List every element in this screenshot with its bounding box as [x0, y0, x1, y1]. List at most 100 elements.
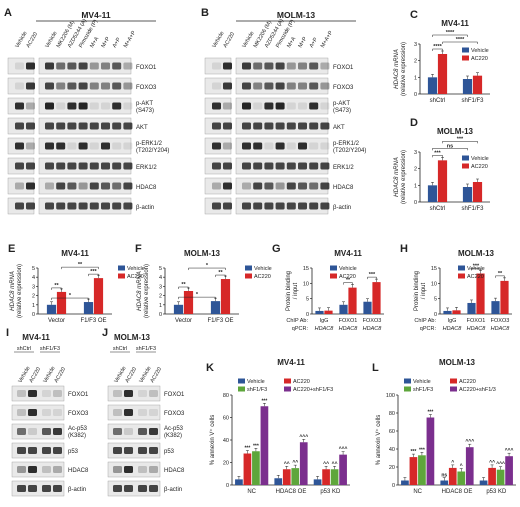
y-tick-label: 0	[226, 483, 229, 489]
panel-title: MV4-11	[61, 249, 89, 258]
y-axis-label: % annexin V⁺ cells	[375, 415, 382, 466]
blot-box	[11, 404, 65, 421]
bar	[173, 304, 184, 314]
bar	[401, 480, 409, 485]
band	[28, 428, 37, 435]
band	[101, 62, 110, 70]
legend-swatch	[404, 378, 411, 384]
band	[253, 102, 263, 110]
bar	[452, 310, 461, 314]
legend-swatch	[284, 378, 291, 384]
band	[67, 202, 77, 210]
band	[223, 62, 232, 70]
panel-letter: L	[372, 362, 379, 374]
panel-title: MV4-11	[81, 10, 111, 20]
legend-label: Vehicle	[247, 379, 265, 385]
band	[15, 142, 24, 150]
bar	[291, 468, 300, 485]
band	[56, 182, 66, 190]
band	[286, 202, 296, 210]
band	[112, 62, 122, 70]
band	[212, 102, 221, 110]
chart-axes: 0 20 40 60 80 100	[386, 393, 516, 489]
sig-label: **	[218, 270, 223, 276]
legend-swatch	[245, 273, 252, 279]
band	[42, 447, 51, 454]
group-label: shF1/F3	[40, 346, 60, 352]
band	[15, 162, 24, 170]
bar	[418, 455, 426, 485]
band	[113, 428, 122, 435]
band	[123, 62, 133, 70]
y-tick-label: 0	[159, 312, 162, 318]
sig-label: **	[498, 271, 503, 277]
legend-swatch	[462, 155, 469, 161]
y-tick-label: 3	[414, 150, 417, 156]
panel-title: MV4-11	[441, 19, 469, 28]
band	[298, 102, 307, 110]
band	[78, 102, 88, 110]
sig-label: ^^^	[505, 448, 514, 454]
row-label: p-ERK1/2	[136, 141, 163, 147]
x-tick-label: shCtrl	[430, 206, 446, 212]
band	[45, 142, 54, 150]
blot-box	[11, 461, 65, 478]
chip-label: ChIP Ab:	[286, 318, 308, 324]
group-label: shCtrl	[17, 346, 31, 352]
y-tick-label: 20	[389, 465, 395, 471]
band	[286, 82, 296, 90]
band	[78, 122, 88, 130]
y-tick-label: 3	[414, 42, 417, 48]
band	[286, 62, 296, 70]
y-tick-label: 3	[159, 284, 162, 290]
bar	[322, 469, 330, 485]
band	[320, 82, 330, 90]
sig-label: ^^^	[496, 462, 505, 468]
y-tick-label: 5	[32, 266, 35, 272]
sig-bracket	[178, 286, 189, 289]
band	[15, 62, 24, 70]
blot-box	[107, 385, 161, 402]
legend-label: Vehicle	[254, 266, 272, 272]
sig-label: ^^^	[465, 439, 474, 445]
y-tick-label: 40	[223, 438, 229, 444]
y-tick-label: 4	[32, 275, 35, 281]
row-label: p-ERK1/2	[333, 141, 360, 147]
sig-label: ***	[427, 410, 433, 416]
panel-letter: B	[201, 7, 209, 19]
legend-label: AC220+shF1/F3	[293, 387, 333, 393]
band	[309, 142, 319, 150]
band	[286, 102, 296, 110]
band	[320, 122, 330, 130]
row-label: (K382)	[164, 433, 182, 439]
sig-label: ^^^	[339, 447, 348, 453]
lane-label: A+P	[309, 37, 320, 49]
band	[42, 409, 51, 416]
band	[123, 142, 133, 150]
y-axis-label: (relative expression)	[401, 150, 407, 204]
row-label: (S473)	[136, 108, 154, 114]
band	[275, 82, 285, 90]
y-tick-label: 2	[159, 294, 162, 300]
row-label: AKT	[136, 125, 148, 131]
bar	[210, 301, 221, 314]
blot-box	[11, 423, 65, 440]
band	[212, 162, 221, 170]
row-label: β-actin	[68, 487, 86, 493]
band	[124, 447, 133, 454]
blot-box	[107, 423, 161, 440]
legend-label: AC220	[254, 274, 271, 280]
band	[53, 485, 62, 492]
band	[15, 122, 24, 130]
band	[101, 182, 110, 190]
band	[26, 142, 35, 150]
row-label: Ac-p53	[68, 426, 88, 432]
band	[149, 485, 158, 492]
y-axis-label: Protein binding	[414, 271, 420, 311]
y-tick-label: 0	[414, 92, 417, 98]
panel-title: MV4-11	[277, 358, 305, 367]
y-tick-label: 1	[414, 75, 417, 81]
group-label: shF1/F3	[136, 346, 156, 352]
bar	[505, 456, 513, 485]
